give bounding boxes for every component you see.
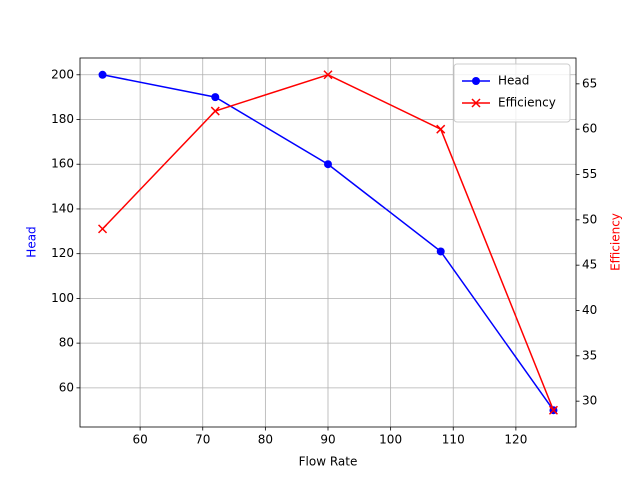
plot-frame xyxy=(79,57,577,428)
x-tick-label: 100 xyxy=(379,433,402,447)
y2-tick-label: 55 xyxy=(582,167,597,181)
legend-label: Head xyxy=(498,74,529,88)
legend-marker xyxy=(471,98,481,108)
data-point xyxy=(436,247,445,256)
y-tick-label: 80 xyxy=(59,336,74,350)
x-tick-label: 110 xyxy=(442,433,465,447)
legend-box xyxy=(453,63,571,123)
data-point xyxy=(436,124,446,134)
x-tick-label: 80 xyxy=(258,433,273,447)
y-tick-label: 200 xyxy=(51,67,74,81)
legend-marker xyxy=(472,77,480,85)
y-tick-label: 100 xyxy=(51,291,74,305)
data-point xyxy=(324,160,332,169)
x-tick-label: 60 xyxy=(132,433,147,447)
y2-tick-label: 65 xyxy=(582,76,597,90)
y-tick-label: 140 xyxy=(51,201,74,215)
y2-tick-label: 35 xyxy=(582,348,597,362)
x-tick-label: 90 xyxy=(320,433,335,447)
y-tick-label: 180 xyxy=(51,112,74,126)
y-axis-label: Head xyxy=(25,226,39,257)
data-point xyxy=(211,93,220,102)
data-point xyxy=(210,106,220,116)
x-axis-label: Flow Rate xyxy=(299,455,358,469)
y2-tick-label: 30 xyxy=(582,394,597,408)
data-point xyxy=(548,405,558,415)
y2-tick-label: 60 xyxy=(582,122,597,136)
data-point xyxy=(323,70,333,80)
y-tick-label: 120 xyxy=(51,246,74,260)
x-tick-label: 70 xyxy=(195,433,210,447)
legend-label: Efficiency xyxy=(498,96,556,110)
y2-axis-label: Efficiency xyxy=(609,213,623,271)
x-tick-label: 120 xyxy=(504,433,527,447)
y2-tick-label: 45 xyxy=(582,258,597,272)
y-tick-label: 60 xyxy=(59,380,74,394)
y2-tick-label: 50 xyxy=(582,212,597,226)
data-point xyxy=(98,224,108,234)
y2-tick-label: 40 xyxy=(582,303,597,317)
data-point xyxy=(98,70,107,79)
y-tick-label: 160 xyxy=(51,157,74,171)
